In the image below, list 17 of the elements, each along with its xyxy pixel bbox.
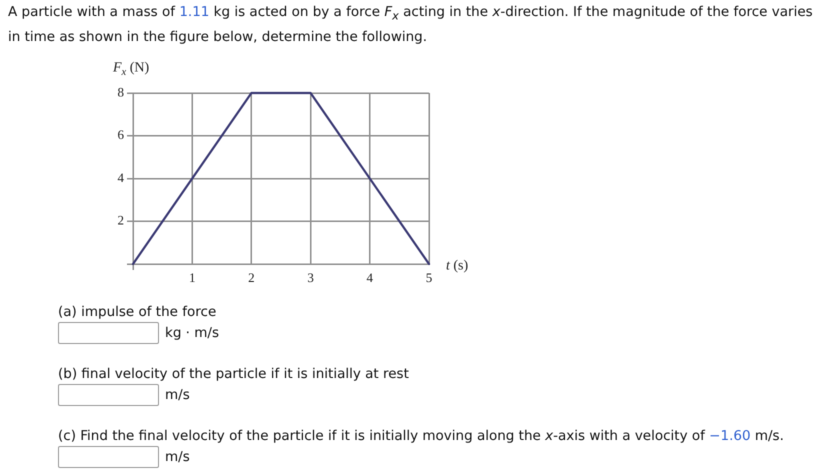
y-tick-label: 4 xyxy=(118,170,124,185)
text: m/s xyxy=(165,387,190,403)
text: kg · m/s xyxy=(165,325,219,341)
text: (c) Find the final velocity of the particle if it is initially moving along the x-axis with a velocity of −1.60 m/s. xyxy=(58,427,784,446)
text: (b) final velocity of the particle if it is initially at rest xyxy=(58,365,409,384)
text: (a) impulse of the force xyxy=(58,303,218,322)
text: m/s xyxy=(165,449,190,465)
chart-title: A particle with a mass of 1.11 kg is acted on by a force F$_{x}$ acting in the x-direction. If the magnitude of the force varies in time as shown in the figure below, determine the following. xyxy=(8,4,813,45)
x-tick-label: 2 xyxy=(248,270,255,286)
x-tick-label: 4 xyxy=(366,270,374,286)
x-tick-label: 3 xyxy=(307,270,314,286)
y-tick-label: 6 xyxy=(118,127,124,142)
x-tick-label: 5 xyxy=(426,270,432,286)
y-tick-label: 8 xyxy=(118,84,124,100)
x-axis-title: t (s) xyxy=(446,258,468,274)
x-tick-label: 1 xyxy=(188,270,196,286)
y-tick-label: 2 xyxy=(118,212,124,228)
